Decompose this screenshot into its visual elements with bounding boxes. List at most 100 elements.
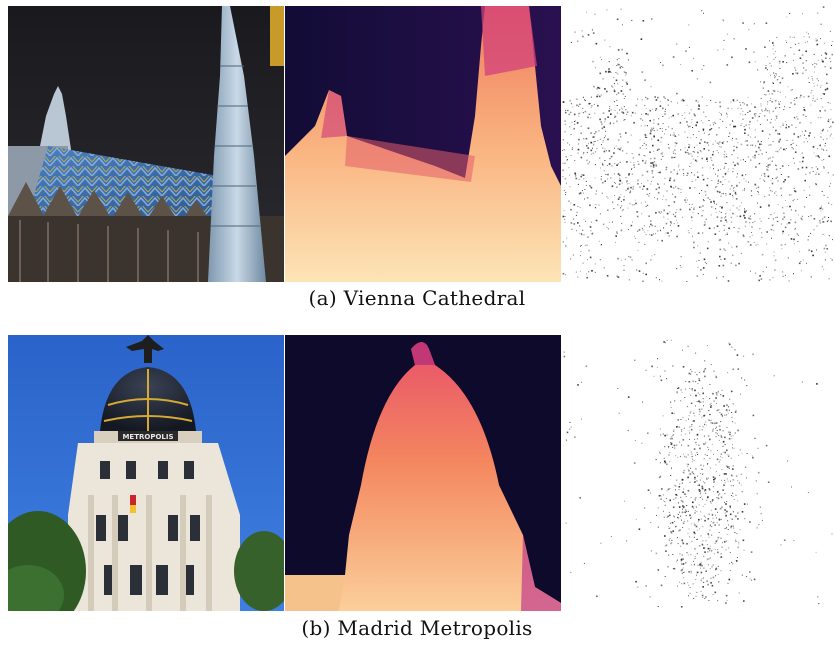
point <box>769 100 771 101</box>
point <box>824 251 826 253</box>
point <box>796 144 797 146</box>
point <box>663 341 665 343</box>
point <box>780 244 783 246</box>
point <box>668 205 670 207</box>
point <box>810 250 813 253</box>
point <box>647 193 649 195</box>
point <box>699 252 701 254</box>
point <box>754 61 756 63</box>
point <box>731 561 733 563</box>
point <box>691 155 693 157</box>
point <box>728 563 730 565</box>
point <box>675 444 678 446</box>
point <box>775 164 777 166</box>
point <box>775 150 777 152</box>
point <box>674 489 676 491</box>
point <box>664 535 666 537</box>
point <box>670 407 672 408</box>
point <box>714 549 716 551</box>
vienna-sparse-points <box>562 6 834 282</box>
point <box>681 511 684 514</box>
point <box>755 187 757 189</box>
point <box>743 503 746 505</box>
point <box>688 463 690 465</box>
point <box>789 36 791 38</box>
point <box>580 175 582 178</box>
point <box>724 162 726 164</box>
point <box>738 262 740 265</box>
point <box>822 233 824 235</box>
point <box>828 217 829 218</box>
point <box>581 234 583 236</box>
point <box>682 501 684 503</box>
point <box>661 154 663 156</box>
point <box>775 57 776 59</box>
point <box>728 547 730 549</box>
point <box>703 435 705 437</box>
point <box>639 186 641 188</box>
point <box>687 554 689 556</box>
point <box>687 345 689 347</box>
point <box>830 118 832 120</box>
point <box>672 530 674 532</box>
point <box>705 492 707 494</box>
point <box>751 455 753 457</box>
point <box>749 127 750 129</box>
point <box>650 86 652 88</box>
point <box>732 525 734 527</box>
point <box>755 184 757 186</box>
point <box>728 467 730 469</box>
point <box>623 199 625 201</box>
point <box>685 420 687 422</box>
point <box>775 165 777 167</box>
point <box>794 227 796 229</box>
point <box>728 181 730 183</box>
point <box>761 130 764 132</box>
point <box>668 117 670 119</box>
point <box>574 121 575 122</box>
point <box>737 157 739 159</box>
point <box>718 143 720 145</box>
point <box>669 488 671 490</box>
point <box>685 456 687 458</box>
point <box>780 544 782 546</box>
point <box>766 243 768 245</box>
point <box>703 577 705 579</box>
point <box>692 158 694 160</box>
point <box>784 106 785 108</box>
point <box>723 154 725 156</box>
point <box>772 48 774 50</box>
point <box>732 447 733 449</box>
point <box>695 160 698 162</box>
point <box>728 438 731 440</box>
point <box>826 149 828 151</box>
point <box>788 234 790 236</box>
point <box>807 33 809 35</box>
point <box>650 550 652 552</box>
point <box>586 151 588 153</box>
point <box>726 141 728 143</box>
point <box>811 167 813 169</box>
point <box>807 141 808 143</box>
point <box>666 190 668 192</box>
point <box>780 126 782 128</box>
point <box>762 87 764 89</box>
point <box>723 39 725 41</box>
point <box>580 156 583 159</box>
point <box>820 87 822 89</box>
point <box>573 204 576 206</box>
point <box>724 414 726 416</box>
point <box>660 495 662 497</box>
point <box>697 392 699 394</box>
point <box>795 97 798 99</box>
point <box>671 127 673 129</box>
point <box>738 482 740 484</box>
point <box>645 369 647 371</box>
point <box>689 125 691 127</box>
point <box>736 162 739 165</box>
point <box>830 183 832 185</box>
point <box>771 224 774 227</box>
point <box>683 577 685 579</box>
point <box>714 121 716 123</box>
point <box>737 512 739 514</box>
